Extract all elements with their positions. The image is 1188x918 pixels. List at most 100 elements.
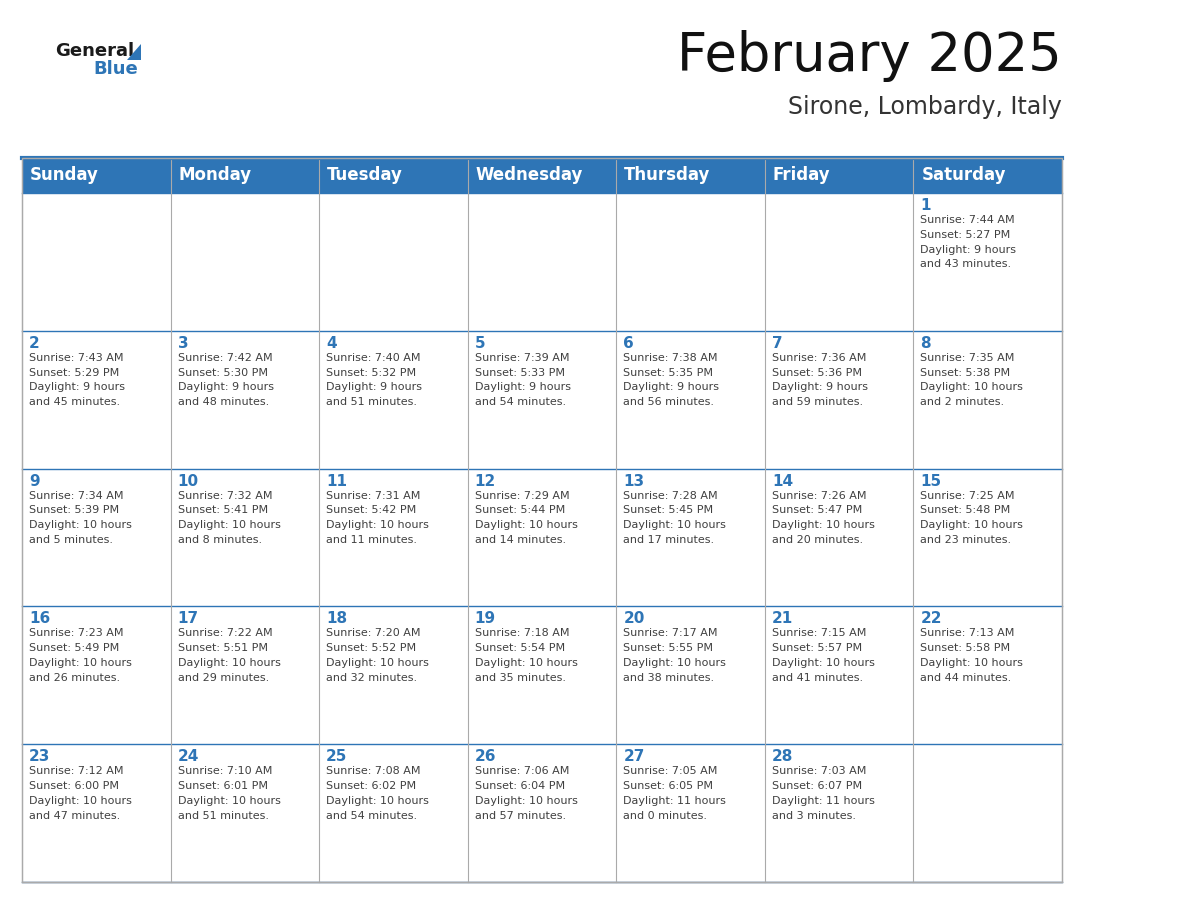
- Text: Sunrise: 7:05 AM
Sunset: 6:05 PM
Daylight: 11 hours
and 0 minutes.: Sunrise: 7:05 AM Sunset: 6:05 PM Dayligh…: [624, 767, 726, 821]
- Bar: [765, 744, 914, 882]
- Text: Sunrise: 7:36 AM
Sunset: 5:36 PM
Daylight: 9 hours
and 59 minutes.: Sunrise: 7:36 AM Sunset: 5:36 PM Dayligh…: [772, 353, 868, 408]
- Text: 22: 22: [921, 611, 942, 626]
- Bar: [765, 607, 914, 744]
- Bar: [617, 468, 765, 607]
- Bar: [914, 330, 1062, 468]
- Bar: [320, 468, 468, 607]
- Text: 13: 13: [624, 474, 644, 488]
- Text: Sunrise: 7:13 AM
Sunset: 5:58 PM
Daylight: 10 hours
and 44 minutes.: Sunrise: 7:13 AM Sunset: 5:58 PM Dayligh…: [921, 629, 1023, 683]
- Text: Sunrise: 7:35 AM
Sunset: 5:38 PM
Daylight: 10 hours
and 2 minutes.: Sunrise: 7:35 AM Sunset: 5:38 PM Dayligh…: [921, 353, 1023, 408]
- Text: Sirone, Lombardy, Italy: Sirone, Lombardy, Italy: [788, 95, 1062, 119]
- Bar: [468, 468, 617, 607]
- Text: 8: 8: [921, 336, 931, 351]
- Text: General: General: [55, 42, 134, 60]
- Bar: [765, 330, 914, 468]
- Text: 6: 6: [624, 336, 634, 351]
- Bar: [914, 744, 1062, 882]
- Text: 1: 1: [921, 198, 931, 213]
- Bar: [320, 193, 468, 330]
- Bar: [23, 158, 1062, 882]
- Text: Sunrise: 7:43 AM
Sunset: 5:29 PM
Daylight: 9 hours
and 45 minutes.: Sunrise: 7:43 AM Sunset: 5:29 PM Dayligh…: [29, 353, 125, 408]
- Text: 25: 25: [327, 749, 348, 764]
- Bar: [617, 607, 765, 744]
- Bar: [617, 744, 765, 882]
- Text: 15: 15: [921, 474, 942, 488]
- Text: Sunrise: 7:03 AM
Sunset: 6:07 PM
Daylight: 11 hours
and 3 minutes.: Sunrise: 7:03 AM Sunset: 6:07 PM Dayligh…: [772, 767, 874, 821]
- Bar: [23, 468, 171, 607]
- Bar: [320, 607, 468, 744]
- Text: Sunrise: 7:26 AM
Sunset: 5:47 PM
Daylight: 10 hours
and 20 minutes.: Sunrise: 7:26 AM Sunset: 5:47 PM Dayligh…: [772, 490, 874, 545]
- Text: Sunrise: 7:34 AM
Sunset: 5:39 PM
Daylight: 10 hours
and 5 minutes.: Sunrise: 7:34 AM Sunset: 5:39 PM Dayligh…: [29, 490, 132, 545]
- Bar: [171, 468, 320, 607]
- Bar: [914, 193, 1062, 330]
- Text: Sunrise: 7:23 AM
Sunset: 5:49 PM
Daylight: 10 hours
and 26 minutes.: Sunrise: 7:23 AM Sunset: 5:49 PM Dayligh…: [29, 629, 132, 683]
- Text: Sunrise: 7:12 AM
Sunset: 6:00 PM
Daylight: 10 hours
and 47 minutes.: Sunrise: 7:12 AM Sunset: 6:00 PM Dayligh…: [29, 767, 132, 821]
- Text: Sunrise: 7:44 AM
Sunset: 5:27 PM
Daylight: 9 hours
and 43 minutes.: Sunrise: 7:44 AM Sunset: 5:27 PM Dayligh…: [921, 215, 1017, 269]
- Bar: [23, 744, 171, 882]
- Text: 23: 23: [29, 749, 50, 764]
- Bar: [617, 158, 765, 193]
- Text: Wednesday: Wednesday: [475, 166, 583, 185]
- Text: Sunday: Sunday: [30, 166, 99, 185]
- Text: 16: 16: [29, 611, 50, 626]
- Text: 14: 14: [772, 474, 792, 488]
- Bar: [914, 468, 1062, 607]
- Bar: [468, 158, 617, 193]
- Text: 20: 20: [624, 611, 645, 626]
- Bar: [320, 158, 468, 193]
- Text: Blue: Blue: [93, 60, 138, 78]
- Text: Sunrise: 7:32 AM
Sunset: 5:41 PM
Daylight: 10 hours
and 8 minutes.: Sunrise: 7:32 AM Sunset: 5:41 PM Dayligh…: [177, 490, 280, 545]
- Text: Sunrise: 7:08 AM
Sunset: 6:02 PM
Daylight: 10 hours
and 54 minutes.: Sunrise: 7:08 AM Sunset: 6:02 PM Dayligh…: [327, 767, 429, 821]
- Bar: [468, 330, 617, 468]
- Text: Saturday: Saturday: [922, 166, 1006, 185]
- Text: 28: 28: [772, 749, 794, 764]
- Text: 9: 9: [29, 474, 39, 488]
- Text: Friday: Friday: [773, 166, 830, 185]
- Text: 10: 10: [177, 474, 198, 488]
- Text: Sunrise: 7:20 AM
Sunset: 5:52 PM
Daylight: 10 hours
and 32 minutes.: Sunrise: 7:20 AM Sunset: 5:52 PM Dayligh…: [327, 629, 429, 683]
- Text: 21: 21: [772, 611, 794, 626]
- Text: 2: 2: [29, 336, 39, 351]
- Bar: [171, 744, 320, 882]
- Text: 27: 27: [624, 749, 645, 764]
- Text: 26: 26: [475, 749, 497, 764]
- Text: Thursday: Thursday: [624, 166, 710, 185]
- Text: Sunrise: 7:31 AM
Sunset: 5:42 PM
Daylight: 10 hours
and 11 minutes.: Sunrise: 7:31 AM Sunset: 5:42 PM Dayligh…: [327, 490, 429, 545]
- Bar: [23, 607, 171, 744]
- Text: February 2025: February 2025: [677, 30, 1062, 82]
- Text: Sunrise: 7:15 AM
Sunset: 5:57 PM
Daylight: 10 hours
and 41 minutes.: Sunrise: 7:15 AM Sunset: 5:57 PM Dayligh…: [772, 629, 874, 683]
- Bar: [765, 468, 914, 607]
- Text: 3: 3: [177, 336, 188, 351]
- Text: Sunrise: 7:42 AM
Sunset: 5:30 PM
Daylight: 9 hours
and 48 minutes.: Sunrise: 7:42 AM Sunset: 5:30 PM Dayligh…: [177, 353, 273, 408]
- Text: 18: 18: [327, 611, 347, 626]
- Text: Sunrise: 7:10 AM
Sunset: 6:01 PM
Daylight: 10 hours
and 51 minutes.: Sunrise: 7:10 AM Sunset: 6:01 PM Dayligh…: [177, 767, 280, 821]
- Bar: [468, 607, 617, 744]
- Text: Tuesday: Tuesday: [327, 166, 403, 185]
- Bar: [320, 744, 468, 882]
- Text: 11: 11: [327, 474, 347, 488]
- Text: Sunrise: 7:18 AM
Sunset: 5:54 PM
Daylight: 10 hours
and 35 minutes.: Sunrise: 7:18 AM Sunset: 5:54 PM Dayligh…: [475, 629, 577, 683]
- Bar: [171, 158, 320, 193]
- Text: Sunrise: 7:29 AM
Sunset: 5:44 PM
Daylight: 10 hours
and 14 minutes.: Sunrise: 7:29 AM Sunset: 5:44 PM Dayligh…: [475, 490, 577, 545]
- Text: 12: 12: [475, 474, 495, 488]
- Text: 4: 4: [327, 336, 336, 351]
- Bar: [23, 330, 171, 468]
- Bar: [468, 193, 617, 330]
- Bar: [765, 193, 914, 330]
- Text: 5: 5: [475, 336, 486, 351]
- Bar: [320, 330, 468, 468]
- Text: Monday: Monday: [178, 166, 252, 185]
- Bar: [765, 158, 914, 193]
- Bar: [617, 330, 765, 468]
- Bar: [914, 607, 1062, 744]
- Bar: [468, 744, 617, 882]
- Text: Sunrise: 7:17 AM
Sunset: 5:55 PM
Daylight: 10 hours
and 38 minutes.: Sunrise: 7:17 AM Sunset: 5:55 PM Dayligh…: [624, 629, 726, 683]
- Text: 7: 7: [772, 336, 783, 351]
- Bar: [171, 607, 320, 744]
- Text: Sunrise: 7:06 AM
Sunset: 6:04 PM
Daylight: 10 hours
and 57 minutes.: Sunrise: 7:06 AM Sunset: 6:04 PM Dayligh…: [475, 767, 577, 821]
- Text: 17: 17: [177, 611, 198, 626]
- Bar: [171, 330, 320, 468]
- Polygon shape: [127, 44, 141, 60]
- Text: Sunrise: 7:39 AM
Sunset: 5:33 PM
Daylight: 9 hours
and 54 minutes.: Sunrise: 7:39 AM Sunset: 5:33 PM Dayligh…: [475, 353, 570, 408]
- Bar: [23, 193, 171, 330]
